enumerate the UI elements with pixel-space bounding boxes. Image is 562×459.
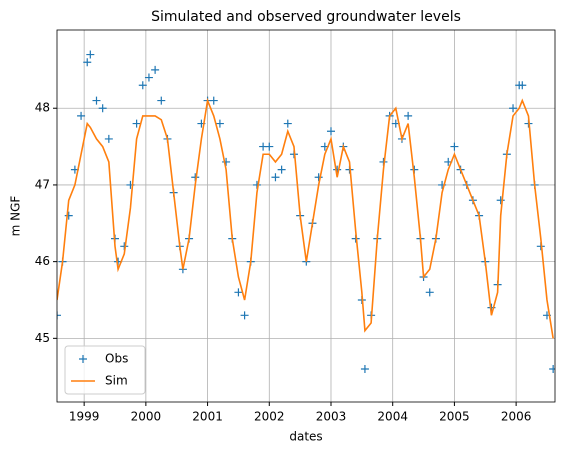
x-tick-label: 2004 [377,410,408,424]
obs-marker [77,111,86,120]
x-tick-label: 2000 [131,410,162,424]
obs-marker [518,81,527,90]
y-tick-label: 46 [35,254,50,268]
x-tick-label: 2002 [254,410,285,424]
y-tick-label: 48 [35,101,50,115]
obs-marker [283,119,292,128]
obs-marker [549,365,555,374]
x-tick-label: 2006 [501,410,532,424]
obs-marker [64,211,73,220]
x-tick-label: 2003 [316,410,347,424]
y-tick-label: 45 [35,331,50,345]
legend-label: Sim [105,374,128,388]
obs-marker [83,58,92,67]
obs-marker [277,165,286,174]
x-tick-label: 2001 [192,410,223,424]
obs-marker [151,65,160,74]
obs-marker [222,157,231,166]
obs-marker [425,288,434,297]
obs-marker [496,196,505,205]
obs-marker [326,127,335,136]
y-tick-label: 47 [35,177,50,191]
obs-marker [234,288,243,297]
plot-frame [56,29,556,403]
obs-marker [157,96,166,105]
legend-box [64,345,146,395]
x-tick-label: 1999 [69,410,100,424]
obs-marker [209,96,218,105]
sim-line [57,97,554,339]
obs-marker [138,81,147,90]
obs-marker [144,73,153,82]
obs-marker [104,134,113,143]
x-axis-label: dates [289,430,322,444]
chart-title: Simulated and observed groundwater level… [151,9,461,25]
obs-marker [57,311,61,320]
x-tick-label: 2005 [439,410,470,424]
obs-marker [509,104,518,113]
y-axis-label: m NGF [9,196,23,237]
obs-marker [271,173,280,182]
obs-marker [450,142,459,151]
obs-marker [404,111,413,120]
legend-marker [79,355,87,363]
obs-marker [215,119,224,128]
legend-label: Obs [105,352,128,366]
obs-marker [98,104,107,113]
obs-marker [265,142,274,151]
obs-marker [92,96,101,105]
obs-marker [240,311,249,320]
obs-marker [360,365,369,374]
obs-marker [314,173,323,182]
obs-marker [132,119,141,128]
obs-marker [86,50,95,59]
